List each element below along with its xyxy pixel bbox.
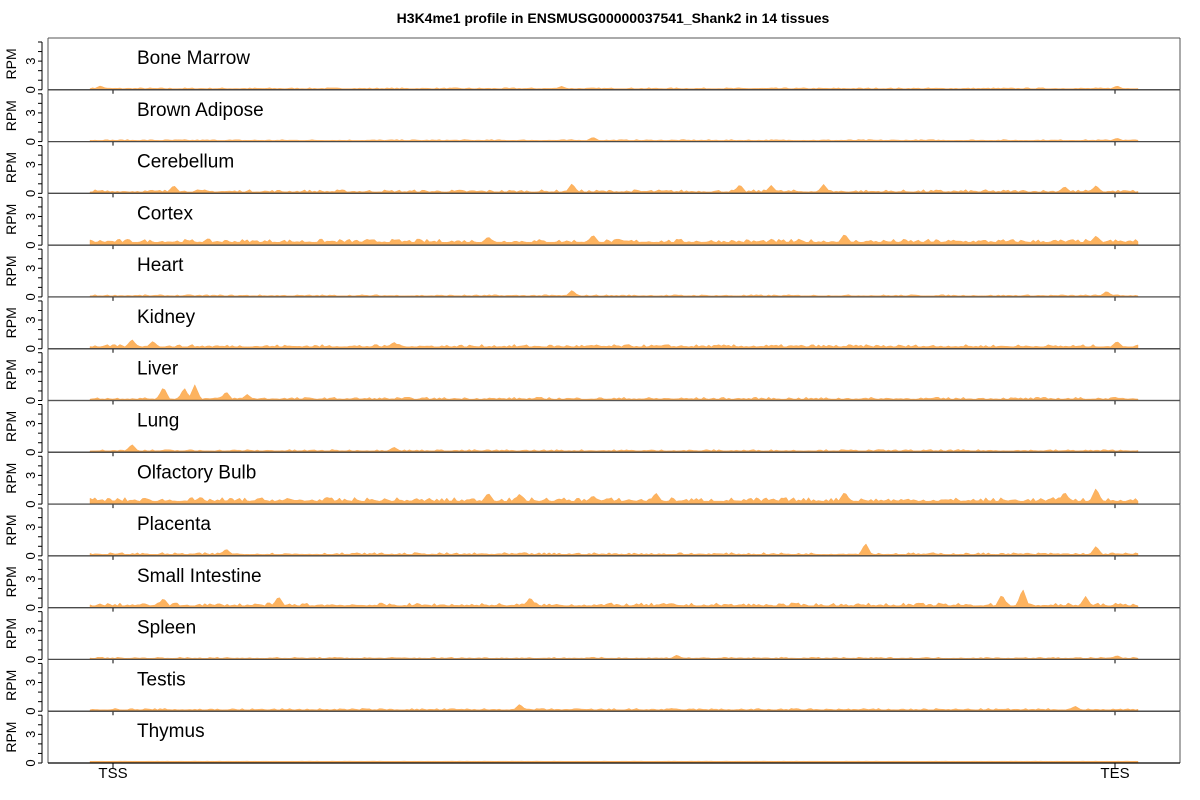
y-axis-label: RPM (3, 152, 19, 183)
y-tick-label: 3 (23, 265, 38, 272)
y-tick-label: 0 (23, 397, 38, 404)
signal-track (89, 444, 1139, 453)
signal-track (89, 654, 1139, 660)
tissue-panel: 0 3 RPM Lung (3, 400, 1181, 457)
y-axis-label: RPM (3, 100, 19, 131)
tissue-label: Olfactory Bulb (137, 462, 256, 483)
y-axis-label: RPM (3, 359, 19, 390)
y-tick-label: 0 (23, 708, 38, 715)
y-tick-label: 0 (23, 86, 38, 93)
signal-track (89, 339, 1139, 349)
y-tick-label: 3 (23, 627, 38, 634)
y-axis-label: RPM (3, 307, 19, 338)
y-tick-label: 0 (23, 500, 38, 507)
y-tick-label: 3 (23, 472, 38, 479)
y-axis-label: RPM (3, 514, 19, 545)
x-tick-label: TSS (98, 765, 127, 782)
y-tick-label: 0 (23, 656, 38, 663)
y-tick-label: 0 (23, 190, 38, 197)
y-tick-label: 3 (23, 420, 38, 427)
tissue-panel: 0 3 RPM Brown Adipose (3, 89, 1181, 146)
y-tick-label: 3 (23, 679, 38, 686)
tissue-label: Heart (137, 255, 184, 276)
tissue-label: Liver (137, 359, 179, 380)
tissue-panel: 0 3 RPM Cerebellum (3, 141, 1181, 198)
y-tick-label: 0 (23, 604, 38, 611)
y-tick-label: 0 (23, 552, 38, 559)
y-tick-label: 3 (23, 575, 38, 582)
tissue-panel: 0 3 RPM Spleen (3, 607, 1181, 664)
y-axis-label: RPM (3, 618, 19, 649)
signal-track (89, 488, 1139, 505)
tissue-label: Brown Adipose (137, 100, 264, 121)
tissue-label: Small Intestine (137, 566, 262, 587)
tissue-label: Cerebellum (137, 152, 234, 173)
y-tick-label: 3 (23, 368, 38, 375)
y-tick-label: 0 (23, 138, 38, 145)
tissue-panel: 0 3 RPM Bone Marrow (3, 37, 1181, 94)
tissue-label: Testis (137, 669, 186, 690)
tissue-label: Spleen (137, 618, 196, 639)
tissue-label: Placenta (137, 514, 211, 535)
y-axis-label: RPM (3, 411, 19, 442)
tissue-label: Lung (137, 411, 179, 432)
tissue-panel: 0 3 RPM Kidney (3, 296, 1181, 353)
y-axis-label: RPM (3, 463, 19, 494)
y-tick-label: 0 (23, 759, 38, 766)
y-axis-label: RPM (3, 566, 19, 597)
tissue-panel: 0 3 RPM Liver (3, 348, 1181, 405)
tissue-panel: 0 3 RPM Placenta (3, 503, 1181, 560)
tissue-label: Cortex (137, 203, 193, 224)
y-tick-label: 3 (23, 316, 38, 323)
y-tick-label: 3 (23, 57, 38, 64)
y-axis-label: RPM (3, 204, 19, 235)
tissue-label: Kidney (137, 307, 196, 328)
tissue-panel: 0 3 RPM Olfactory Bulb (3, 451, 1181, 509)
y-tick-label: 3 (23, 109, 38, 116)
y-tick-label: 0 (23, 241, 38, 248)
tissue-label: Bone Marrow (137, 48, 250, 69)
y-tick-label: 0 (23, 293, 38, 300)
signal-track (89, 137, 1139, 142)
signal-track (89, 290, 1139, 298)
y-tick-label: 0 (23, 449, 38, 456)
tissue-panel: 0 3 RPM Testis (3, 658, 1181, 716)
signal-track (89, 85, 1139, 90)
signal-track (89, 543, 1139, 557)
y-tick-label: 0 (23, 345, 38, 352)
tissue-panel: 0 3 RPM Heart (3, 244, 1181, 301)
y-axis-label: RPM (3, 255, 19, 286)
y-axis-label: RPM (3, 722, 19, 753)
signal-track (89, 589, 1139, 608)
signal-track (89, 183, 1139, 194)
tissue-label: Thymus (137, 721, 205, 742)
y-tick-label: 3 (23, 161, 38, 168)
y-tick-label: 3 (23, 731, 38, 738)
tissue-panel: 0 3 RPM Small Intestine (3, 555, 1181, 612)
chart-title: H3K4me1 profile in ENSMUSG00000037541_Sh… (396, 10, 830, 26)
y-axis-label: RPM (3, 48, 19, 79)
y-tick-label: 3 (23, 524, 38, 531)
y-axis-label: RPM (3, 670, 19, 701)
x-tick-label: TES (1100, 765, 1129, 782)
signal-track (89, 384, 1139, 401)
tissue-panel: 0 3 RPM Thymus (3, 710, 1181, 767)
tissue-panel: 0 3 RPM Cortex (3, 192, 1181, 250)
signal-track (89, 234, 1139, 246)
signal-track (89, 704, 1139, 712)
y-tick-label: 3 (23, 213, 38, 220)
